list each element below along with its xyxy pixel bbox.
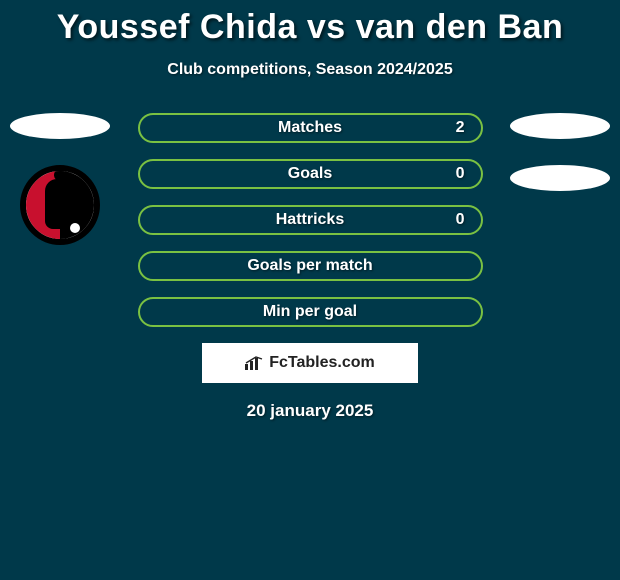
stat-value-right: 0 (456, 165, 465, 183)
subtitle: Club competitions, Season 2024/2025 (0, 61, 620, 79)
stat-row: Goals per match (138, 251, 483, 281)
stat-label: Hattricks (276, 211, 344, 229)
stat-label: Goals per match (247, 257, 372, 275)
left-player-column (10, 113, 110, 245)
stat-label: Matches (278, 119, 342, 137)
page-title: Youssef Chida vs van den Ban (0, 0, 620, 47)
comparison-panel: Matches 2 Goals 0 Hattricks 0 Goals per match M… (0, 113, 620, 421)
stat-value-right: 2 (456, 119, 465, 137)
stat-row: Goals 0 (138, 159, 483, 189)
left-club-badge (20, 165, 100, 245)
stats-list: Matches 2 Goals 0 Hattricks 0 Goals per match M… (138, 113, 483, 327)
right-player-photo-placeholder (510, 113, 610, 139)
stat-label: Min per goal (263, 303, 357, 321)
stat-row: Hattricks 0 (138, 205, 483, 235)
right-player-column (510, 113, 610, 217)
left-player-photo-placeholder (10, 113, 110, 139)
chart-icon (245, 356, 263, 370)
stat-row: Min per goal (138, 297, 483, 327)
stat-value-right: 0 (456, 211, 465, 229)
watermark: FcTables.com (202, 343, 418, 383)
stat-row: Matches 2 (138, 113, 483, 143)
footer-date: 20 january 2025 (0, 401, 620, 421)
stat-label: Goals (288, 165, 332, 183)
watermark-text: FcTables.com (269, 354, 375, 372)
right-club-badge-placeholder (510, 165, 610, 191)
